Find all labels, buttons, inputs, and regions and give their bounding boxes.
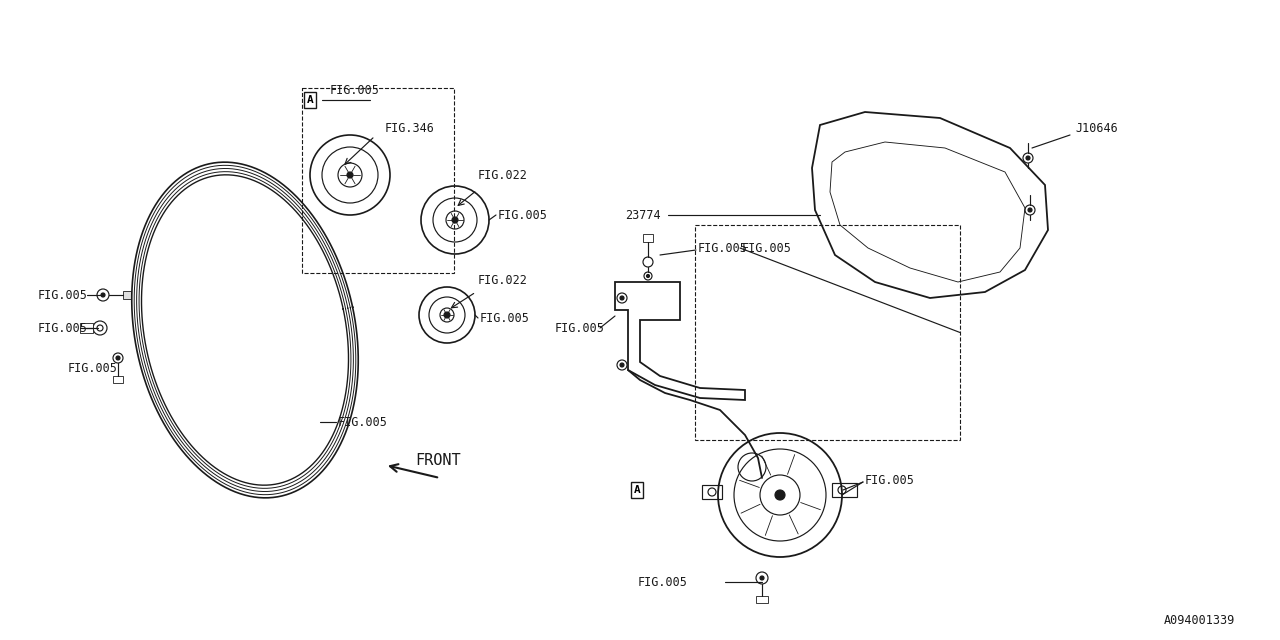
Circle shape bbox=[444, 312, 451, 318]
Text: 23774: 23774 bbox=[625, 209, 660, 221]
Circle shape bbox=[1027, 156, 1030, 160]
Circle shape bbox=[116, 356, 120, 360]
Text: FIG.005: FIG.005 bbox=[38, 289, 88, 301]
Bar bbox=[832, 483, 858, 497]
Text: FIG.005: FIG.005 bbox=[480, 312, 530, 324]
Circle shape bbox=[101, 293, 105, 297]
Circle shape bbox=[620, 363, 625, 367]
Text: FIG.022: FIG.022 bbox=[477, 273, 527, 287]
Text: FIG.005: FIG.005 bbox=[742, 241, 792, 255]
Bar bbox=[701, 485, 722, 499]
Text: FIG.005: FIG.005 bbox=[698, 241, 748, 255]
Text: A094001339: A094001339 bbox=[1164, 614, 1235, 627]
Bar bbox=[81, 323, 93, 333]
Bar bbox=[756, 596, 768, 603]
Text: J10646: J10646 bbox=[1075, 122, 1117, 134]
Bar bbox=[113, 376, 123, 383]
Circle shape bbox=[774, 490, 785, 500]
Text: FIG.005: FIG.005 bbox=[330, 83, 380, 97]
Text: FIG.005: FIG.005 bbox=[68, 362, 118, 374]
Text: FIG.022: FIG.022 bbox=[477, 168, 527, 182]
Bar bbox=[123, 291, 131, 299]
Text: A: A bbox=[634, 485, 640, 495]
Text: FIG.005: FIG.005 bbox=[556, 321, 605, 335]
Text: FIG.005: FIG.005 bbox=[38, 321, 88, 335]
Text: A: A bbox=[307, 95, 314, 105]
Circle shape bbox=[760, 576, 764, 580]
Circle shape bbox=[452, 217, 458, 223]
Bar bbox=[643, 234, 653, 242]
Text: FIG.005: FIG.005 bbox=[498, 209, 548, 221]
Bar bbox=[695, 225, 960, 440]
Text: FRONT: FRONT bbox=[415, 452, 461, 467]
Text: FIG.346: FIG.346 bbox=[385, 122, 435, 134]
Circle shape bbox=[1028, 208, 1032, 212]
Circle shape bbox=[646, 275, 649, 278]
Text: FIG.005: FIG.005 bbox=[637, 575, 687, 589]
Text: FIG.005: FIG.005 bbox=[865, 474, 915, 486]
Circle shape bbox=[347, 172, 353, 178]
Text: FIG.005: FIG.005 bbox=[338, 415, 388, 429]
Circle shape bbox=[620, 296, 625, 300]
Bar bbox=[302, 88, 454, 273]
